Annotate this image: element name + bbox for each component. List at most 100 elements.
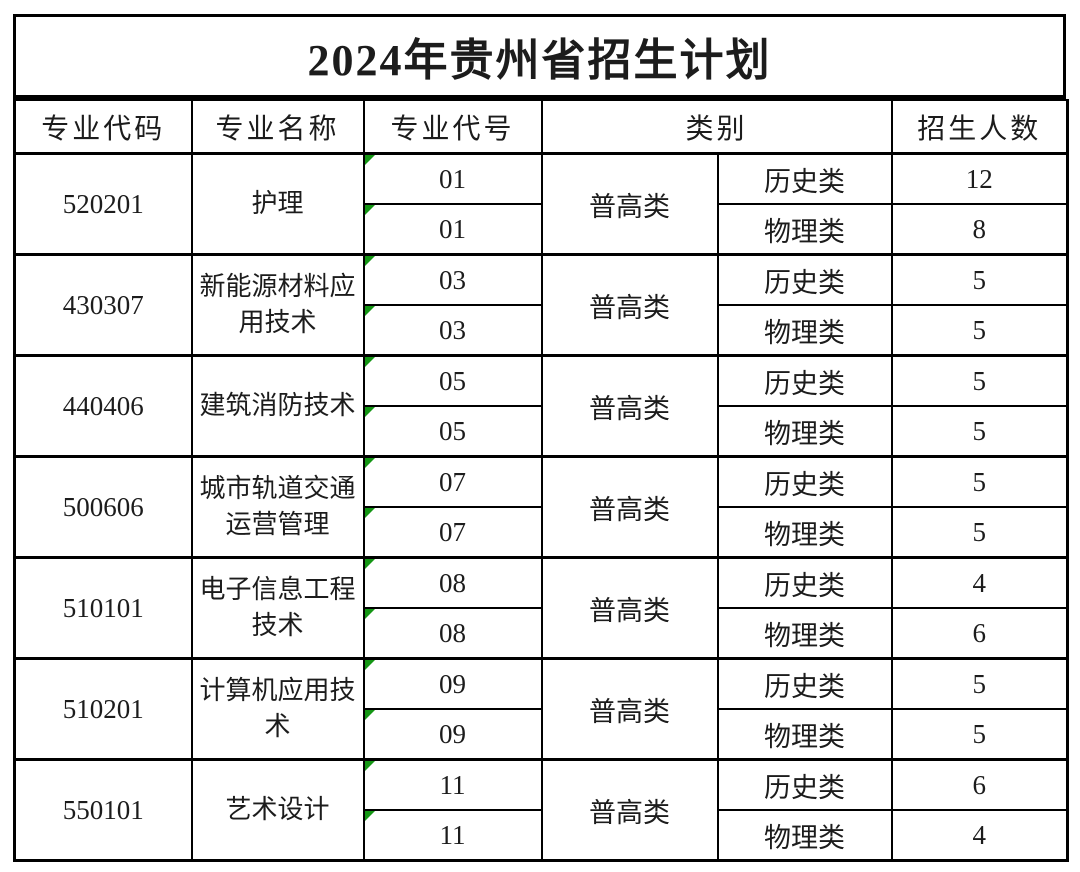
major-number-cell: 07	[362, 506, 543, 559]
major-name-cell: 城市轨道交通运营管理	[190, 455, 365, 559]
enrollment-count-cell: 5	[890, 405, 1069, 458]
green-corner-triangle-icon	[365, 156, 375, 165]
major-number-value: 11	[439, 769, 466, 800]
category-cell: 普高类	[540, 556, 719, 660]
enrollment-count-cell: 6	[890, 607, 1069, 660]
table-subrow: 09 物理类 5	[15, 708, 1069, 761]
major-number-value: 11	[439, 819, 466, 850]
major-name-cell: 计算机应用技术	[190, 657, 365, 761]
green-corner-triangle-icon	[365, 762, 375, 771]
table-row: 440406 建筑消防技术 05 普高类 历史类 5	[13, 354, 1069, 458]
subject-type-cell: 历史类	[716, 657, 893, 710]
green-corner-triangle-icon	[365, 407, 375, 417]
major-number-value: 03	[439, 264, 466, 295]
table-row: 510101 电子信息工程技术 08 普高类 历史类 4	[13, 556, 1069, 660]
category-cell: 普高类	[540, 455, 719, 559]
header-major-name: 专业名称	[190, 99, 365, 155]
category-cell: 普高类	[540, 657, 719, 761]
subject-type-cell: 历史类	[716, 152, 893, 205]
green-corner-triangle-icon	[365, 205, 375, 215]
table-subrow: 05 物理类 5	[15, 405, 1069, 458]
enrollment-count-cell: 5	[890, 304, 1069, 357]
enrollment-count-cell: 8	[890, 203, 1069, 256]
header-major-number: 专业代号	[362, 99, 543, 155]
category-cell: 普高类	[540, 253, 719, 357]
major-number-cell: 09	[362, 708, 543, 761]
enrollment-count-cell: 12	[890, 152, 1069, 205]
enrollment-plan-table: 2024年贵州省招生计划 专业代码 专业名称 专业代号 类别 招生人数 5202…	[13, 14, 1070, 862]
enrollment-count-cell: 4	[890, 556, 1069, 609]
table-row: 520201 护理 01 普高类 历史类 12	[13, 152, 1069, 256]
table-row: 430307 新能源材料应用技术 03 普高类 历史类 5	[13, 253, 1069, 357]
enrollment-count-cell: 5	[890, 506, 1069, 559]
header-row: 专业代码 专业名称 专业代号 类别 招生人数	[13, 99, 1069, 155]
subject-type-cell: 物理类	[716, 708, 893, 761]
table-row: 500606 城市轨道交通运营管理 07 普高类 历史类 5	[13, 455, 1069, 559]
table-subrow: 08 物理类 6	[15, 607, 1069, 660]
major-number-value: 05	[439, 365, 466, 396]
green-corner-triangle-icon	[365, 257, 375, 266]
major-number-cell: 11	[362, 809, 543, 862]
major-code-cell: 520201	[13, 152, 193, 256]
major-code-cell: 500606	[13, 455, 193, 559]
green-corner-triangle-icon	[365, 811, 375, 821]
major-number-value: 09	[439, 718, 466, 749]
table-subrow: 01 物理类 8	[15, 203, 1069, 256]
category-cell: 普高类	[540, 758, 719, 862]
major-number-cell: 08	[362, 556, 543, 609]
subject-type-cell: 物理类	[716, 405, 893, 458]
subject-type-cell: 历史类	[716, 253, 893, 306]
enrollment-count-cell: 6	[890, 758, 1069, 811]
major-number-cell: 03	[362, 304, 543, 357]
enrollment-count-cell: 5	[890, 455, 1069, 508]
header-major-code: 专业代码	[13, 99, 193, 155]
subject-type-cell: 历史类	[716, 556, 893, 609]
major-number-cell: 05	[362, 405, 543, 458]
subject-type-cell: 物理类	[716, 506, 893, 559]
major-number-cell: 05	[362, 354, 543, 407]
major-code-cell: 440406	[13, 354, 193, 458]
major-name-cell: 新能源材料应用技术	[190, 253, 365, 357]
major-name-cell: 护理	[190, 152, 365, 256]
enrollment-count-cell: 5	[890, 708, 1069, 761]
category-cell: 普高类	[540, 354, 719, 458]
major-name-cell: 电子信息工程技术	[190, 556, 365, 660]
table-row: 550101 艺术设计 11 普高类 历史类 6	[13, 758, 1069, 862]
major-number-value: 01	[439, 163, 466, 194]
major-code-cell: 510201	[13, 657, 193, 761]
major-number-value: 03	[439, 314, 466, 345]
major-code-cell: 550101	[13, 758, 193, 862]
major-number-value: 07	[439, 516, 466, 547]
major-number-cell: 09	[362, 657, 543, 710]
subject-type-cell: 物理类	[716, 203, 893, 256]
subject-type-cell: 物理类	[716, 607, 893, 660]
major-number-cell: 08	[362, 607, 543, 660]
major-number-value: 05	[439, 415, 466, 446]
subject-type-cell: 历史类	[716, 354, 893, 407]
green-corner-triangle-icon	[365, 306, 375, 316]
subject-type-cell: 历史类	[716, 455, 893, 508]
table-row: 510201 计算机应用技术 09 普高类 历史类 5	[13, 657, 1069, 761]
major-number-value: 08	[439, 617, 466, 648]
green-corner-triangle-icon	[365, 560, 375, 569]
major-number-cell: 11	[362, 758, 543, 811]
green-corner-triangle-icon	[365, 358, 375, 367]
enrollment-count-cell: 4	[890, 809, 1069, 862]
major-number-cell: 01	[362, 152, 543, 205]
major-number-value: 09	[439, 668, 466, 699]
green-corner-triangle-icon	[365, 508, 375, 518]
enrollment-table: 专业代码 专业名称 专业代号 类别 招生人数 520201 护理 01 普高类 …	[13, 99, 1070, 862]
green-corner-triangle-icon	[365, 609, 375, 619]
subject-type-cell: 物理类	[716, 304, 893, 357]
table-subrow: 11 物理类 4	[15, 809, 1069, 862]
major-number-value: 01	[439, 213, 466, 244]
major-name-cell: 艺术设计	[190, 758, 365, 862]
table-subrow: 03 物理类 5	[15, 304, 1069, 357]
major-number-value: 07	[439, 466, 466, 497]
subject-type-cell: 物理类	[716, 809, 893, 862]
major-code-cell: 510101	[13, 556, 193, 660]
subject-type-cell: 历史类	[716, 758, 893, 811]
enrollment-count-cell: 5	[890, 657, 1069, 710]
header-category: 类别	[540, 99, 893, 155]
